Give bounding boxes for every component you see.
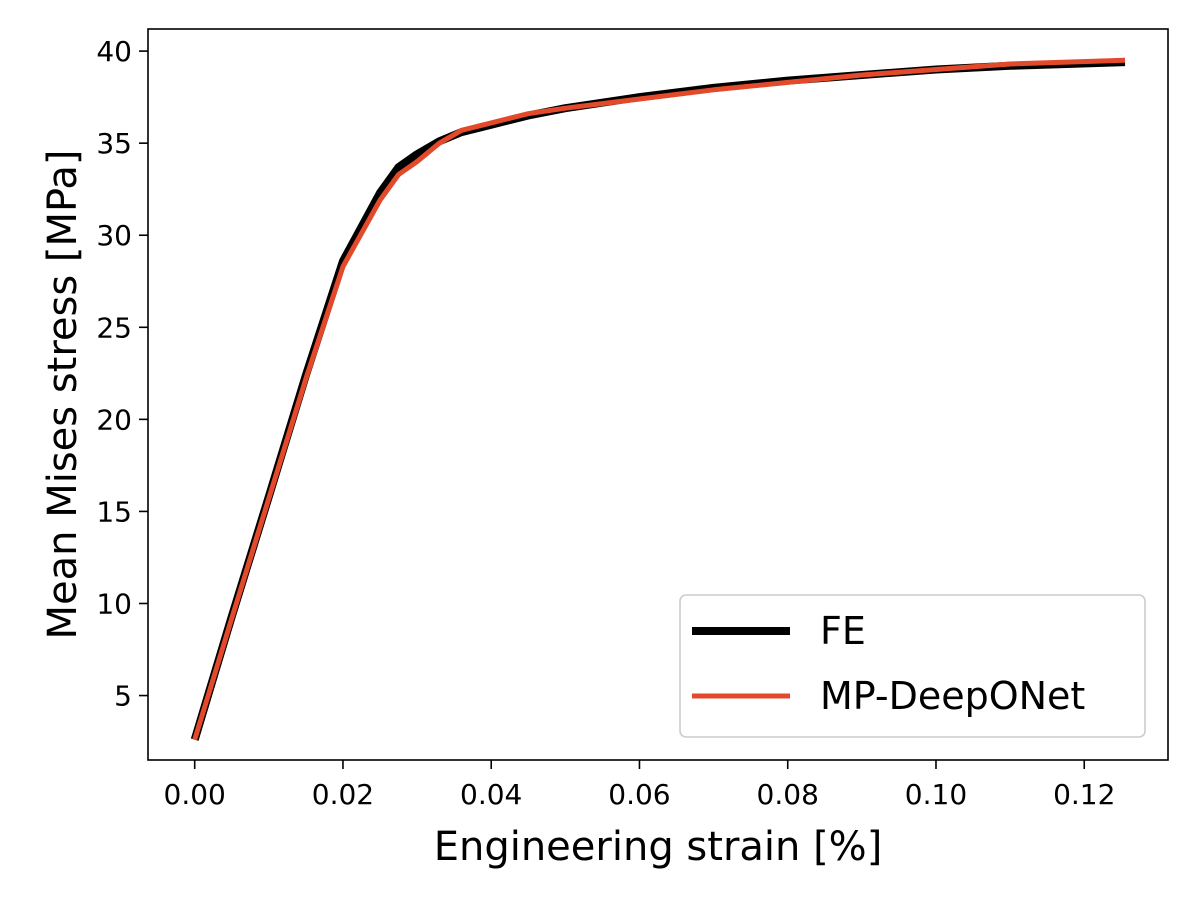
x-tick-label: 0.08 bbox=[757, 778, 819, 811]
y-tick-label: 30 bbox=[96, 219, 132, 252]
y-tick-label: 20 bbox=[96, 403, 132, 436]
series-line-mp-deeponet bbox=[192, 57, 1126, 741]
y-axis-title: Mean Mises stress [MPa] bbox=[40, 150, 86, 640]
x-tick-label: 0.00 bbox=[164, 778, 226, 811]
y-tick-label: 35 bbox=[96, 127, 132, 160]
y-tick-label: 10 bbox=[96, 587, 132, 620]
plot-frame bbox=[147, 28, 1169, 761]
x-tick-label: 0.02 bbox=[312, 778, 374, 811]
legend-label-fe: FE bbox=[820, 609, 866, 653]
x-tick-label: 0.10 bbox=[905, 778, 967, 811]
legend-label-mp-deeponet: MP-DeepONet bbox=[820, 674, 1085, 718]
x-tick-label: 0.04 bbox=[460, 778, 522, 811]
x-axis-title: Engineering strain [%] bbox=[434, 824, 883, 870]
x-tick-label: 0.06 bbox=[608, 778, 670, 811]
y-tick-label: 15 bbox=[96, 495, 132, 528]
y-tick-label: 25 bbox=[96, 311, 132, 344]
x-tick-label: 0.12 bbox=[1053, 778, 1115, 811]
series-layer bbox=[190, 57, 1126, 741]
y-tick-label: 40 bbox=[96, 35, 132, 68]
y-tick-label: 5 bbox=[114, 680, 132, 713]
legend-box bbox=[679, 594, 1146, 738]
y-axis-ticks: 5 10 15 20 25 30 35 40 bbox=[96, 35, 148, 713]
x-axis-ticks: 0.00 0.02 0.04 0.06 0.08 0.10 0.12 bbox=[164, 760, 1115, 811]
legend: FE MP-DeepONet bbox=[679, 594, 1146, 738]
